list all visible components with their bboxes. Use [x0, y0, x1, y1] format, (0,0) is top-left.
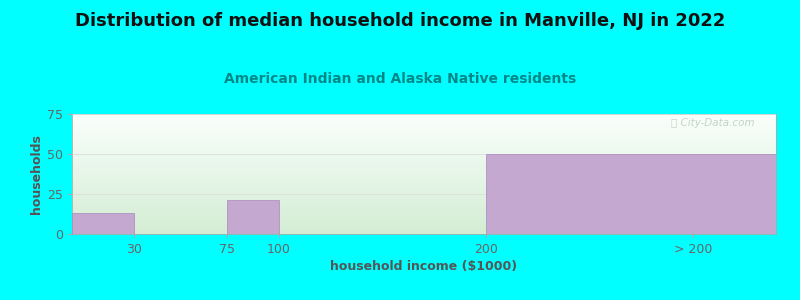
Y-axis label: households: households [30, 134, 43, 214]
X-axis label: household income ($1000): household income ($1000) [330, 260, 518, 273]
Text: Distribution of median household income in Manville, NJ in 2022: Distribution of median household income … [75, 12, 725, 30]
Text: American Indian and Alaska Native residents: American Indian and Alaska Native reside… [224, 72, 576, 86]
Bar [72, 213, 134, 234]
Bar [486, 154, 776, 234]
Bar [227, 200, 279, 234]
Text: ⓘ City-Data.com: ⓘ City-Data.com [671, 118, 755, 128]
